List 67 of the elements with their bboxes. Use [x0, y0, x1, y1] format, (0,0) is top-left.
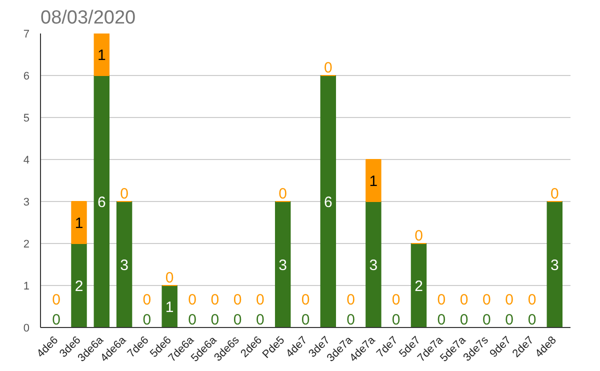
data-label: 6 — [324, 194, 332, 211]
data-label: 0 — [550, 186, 559, 202]
bar — [94, 75, 110, 328]
data-label: 0 — [278, 186, 288, 202]
data-label: 2 — [74, 278, 84, 295]
bar — [162, 285, 178, 328]
data-label: 0 — [392, 312, 400, 328]
data-label: 3 — [550, 257, 559, 274]
bar — [320, 75, 336, 328]
data-label: 1 — [369, 173, 378, 190]
y-tick-label: 1 — [23, 280, 30, 292]
data-label: 0 — [142, 312, 152, 328]
data-label: 0 — [256, 312, 264, 328]
data-label: 0 — [120, 186, 128, 202]
y-tick-label: 4 — [23, 154, 30, 166]
data-label: 1 — [74, 215, 84, 232]
bar — [366, 159, 382, 202]
bar — [274, 201, 291, 328]
data-label: 0 — [324, 60, 332, 76]
chart-title: 08/03/2020 — [40, 8, 136, 28]
y-tick-label: 5 — [23, 112, 30, 124]
data-label: 0 — [301, 312, 310, 328]
data-label: 3 — [278, 257, 288, 274]
data-label: 0 — [210, 292, 220, 308]
data-label: 0 — [528, 312, 536, 328]
data-label: 0 — [52, 292, 61, 308]
data-label: 0 — [188, 312, 196, 328]
data-label: 0 — [52, 312, 61, 328]
data-label: 0 — [233, 292, 242, 308]
data-label: 3 — [120, 257, 128, 274]
data-label: 0 — [301, 292, 310, 308]
data-label: 0 — [505, 292, 514, 308]
bar — [410, 243, 427, 328]
data-label: 3 — [369, 257, 378, 274]
data-label: 0 — [437, 292, 446, 308]
data-label: 0 — [142, 292, 152, 308]
data-label: 0 — [165, 270, 174, 286]
data-label: 0 — [482, 292, 491, 308]
bar — [366, 201, 382, 328]
data-label: 0 — [256, 292, 264, 308]
data-label: 0 — [233, 312, 242, 328]
data-label: 2 — [414, 278, 423, 295]
data-label: 0 — [210, 312, 220, 328]
y-tick-label: 2 — [23, 238, 30, 250]
data-label: 0 — [460, 292, 468, 308]
data-label: 0 — [392, 292, 400, 308]
data-label: 0 — [482, 312, 491, 328]
data-label: 0 — [460, 312, 468, 328]
y-tick-label: 7 — [23, 28, 30, 40]
bar — [546, 201, 563, 328]
y-tick-label: 0 — [23, 322, 30, 334]
data-label: 0 — [414, 228, 423, 244]
data-label: 0 — [505, 312, 514, 328]
bar — [94, 34, 110, 76]
y-tick-label: 6 — [23, 70, 30, 82]
bar — [71, 243, 87, 328]
data-label: 0 — [188, 292, 196, 308]
y-tick-label: 3 — [23, 196, 30, 208]
data-label: 0 — [346, 312, 355, 328]
data-label: 0 — [528, 292, 536, 308]
data-label: 1 — [97, 47, 106, 64]
bar — [116, 201, 132, 328]
bar — [71, 201, 87, 244]
data-label: 1 — [165, 299, 174, 316]
data-label: 0 — [437, 312, 446, 328]
data-label: 0 — [346, 292, 355, 308]
data-label: 6 — [97, 194, 106, 211]
